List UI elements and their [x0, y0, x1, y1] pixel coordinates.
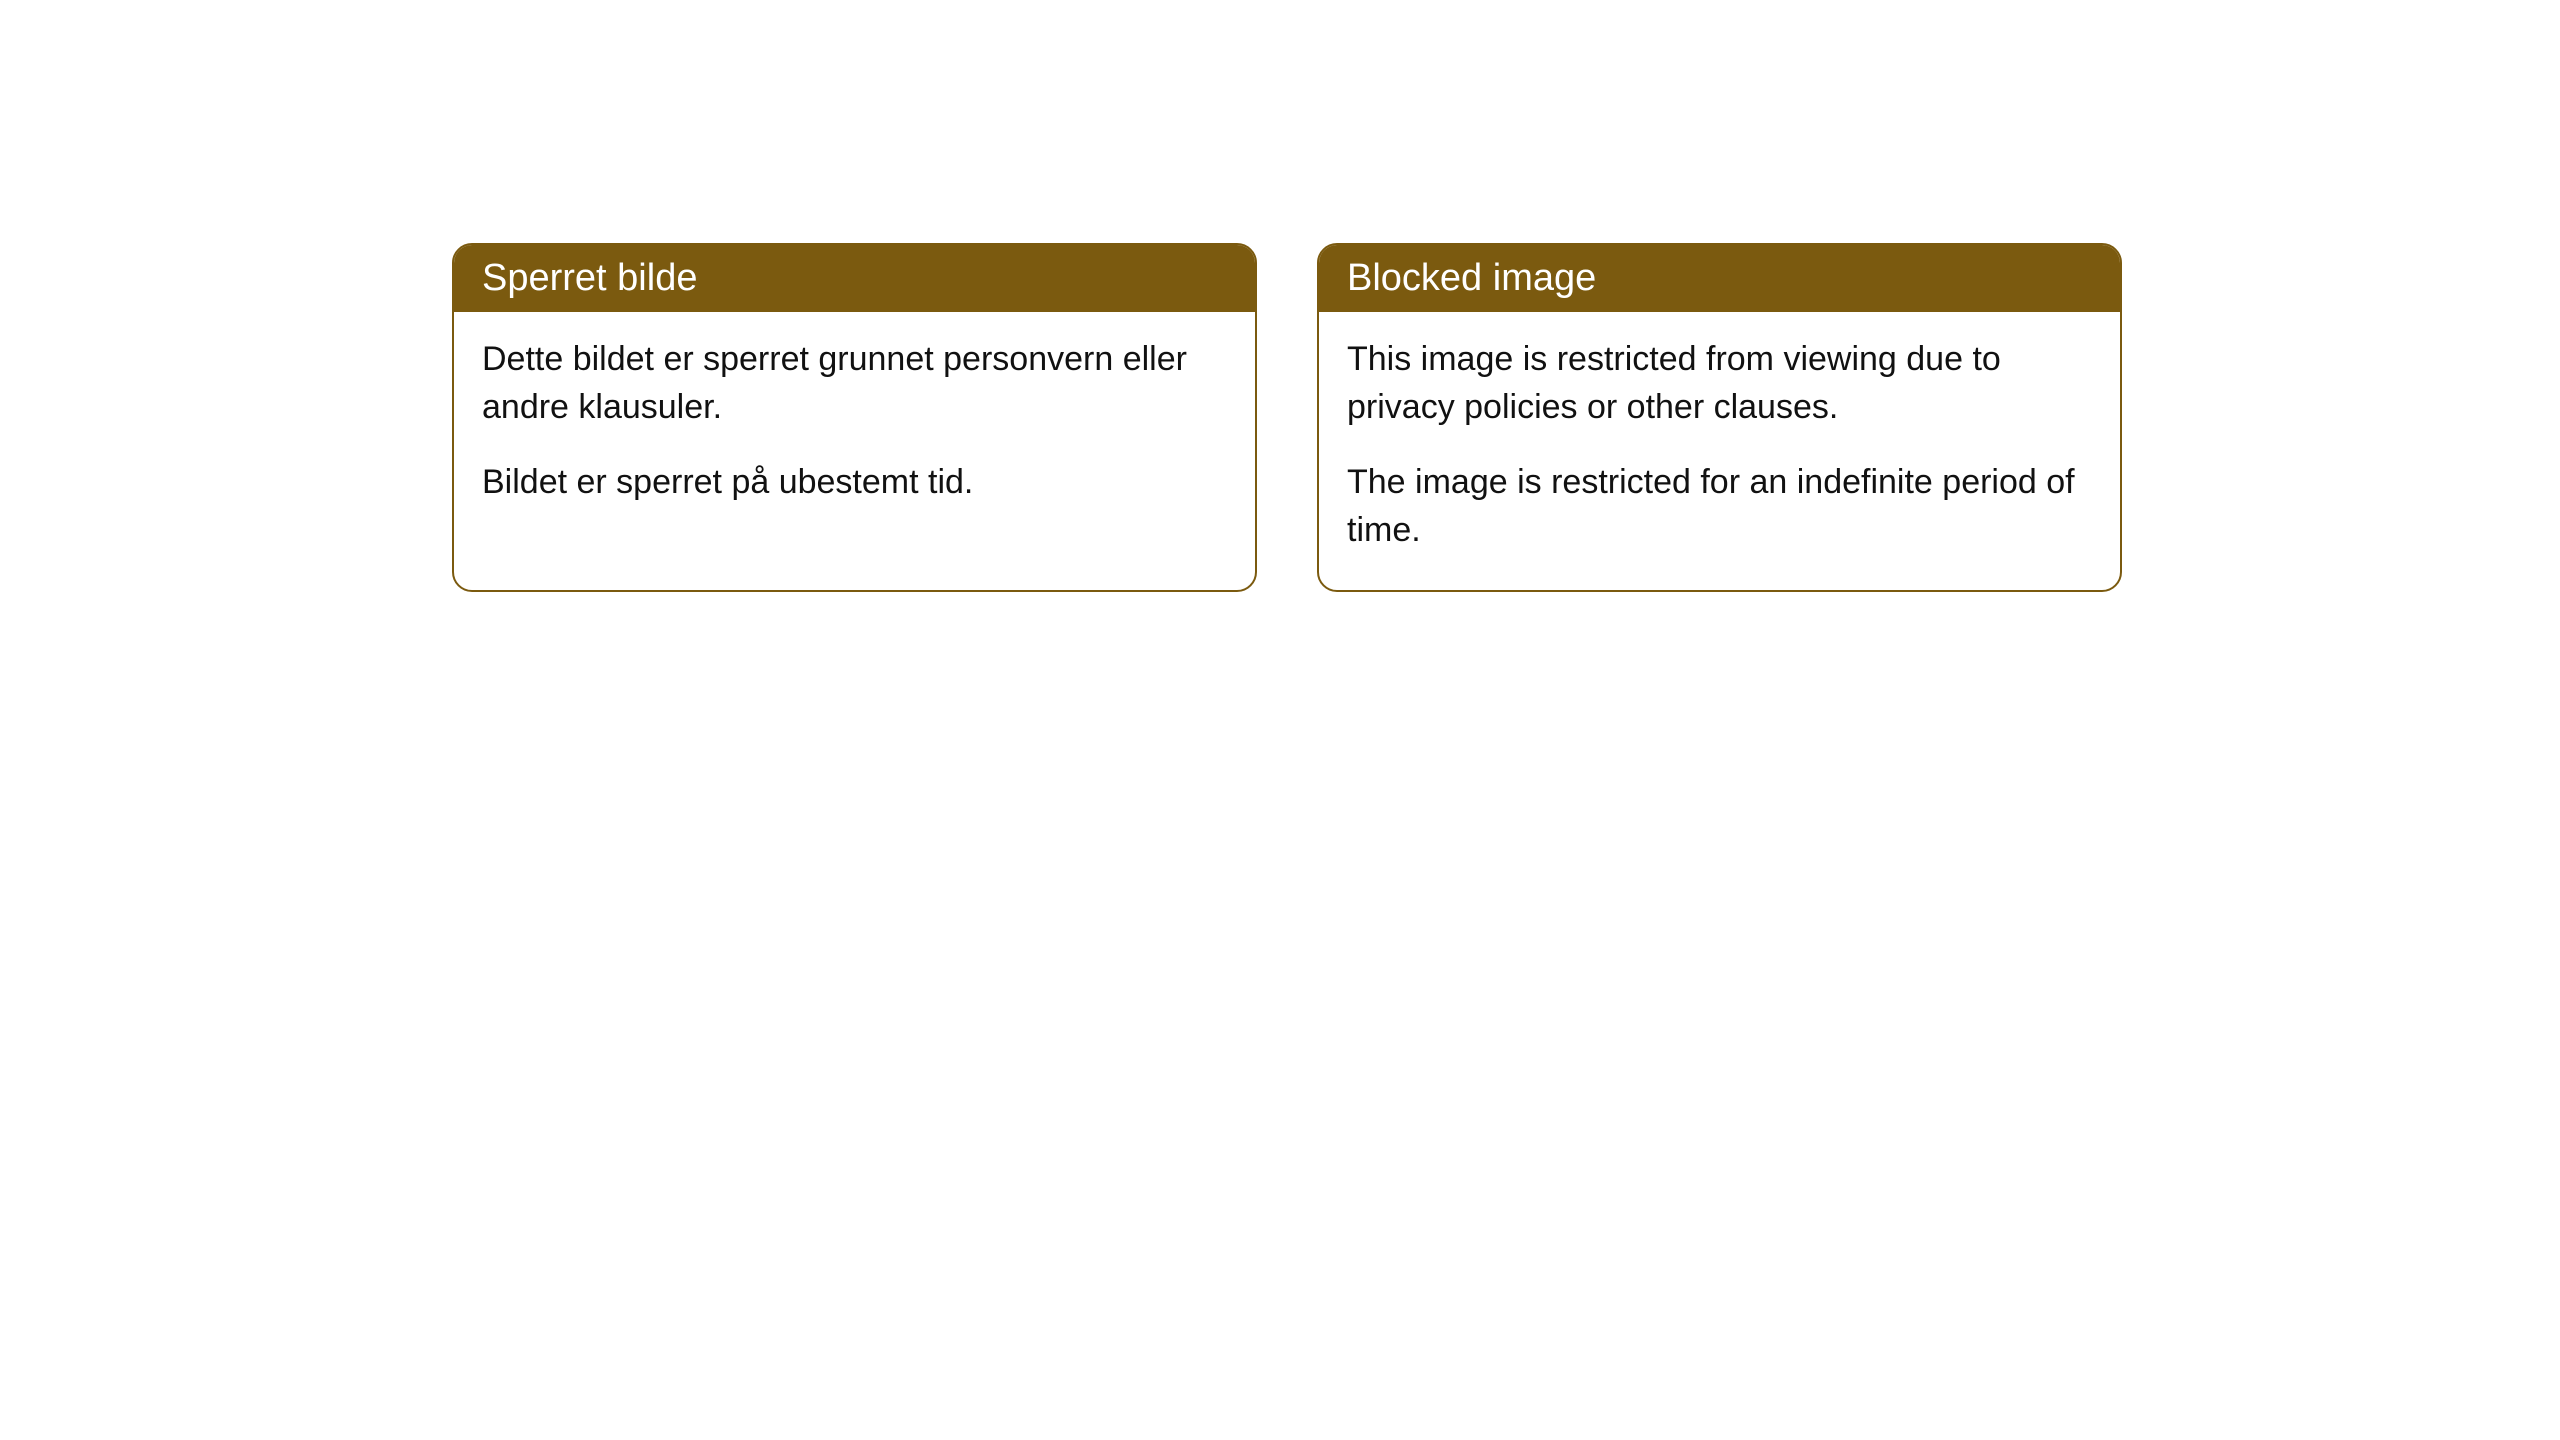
card-header-norwegian: Sperret bilde [454, 245, 1255, 312]
card-header-english: Blocked image [1319, 245, 2120, 312]
notice-container: Sperret bilde Dette bildet er sperret gr… [452, 243, 2122, 592]
card-paragraph: Dette bildet er sperret grunnet personve… [482, 336, 1227, 431]
notice-card-english: Blocked image This image is restricted f… [1317, 243, 2122, 592]
card-body-english: This image is restricted from viewing du… [1319, 312, 2120, 590]
card-paragraph: This image is restricted from viewing du… [1347, 336, 2092, 431]
card-body-norwegian: Dette bildet er sperret grunnet personve… [454, 312, 1255, 543]
notice-card-norwegian: Sperret bilde Dette bildet er sperret gr… [452, 243, 1257, 592]
card-paragraph: The image is restricted for an indefinit… [1347, 459, 2092, 554]
card-paragraph: Bildet er sperret på ubestemt tid. [482, 459, 1227, 507]
